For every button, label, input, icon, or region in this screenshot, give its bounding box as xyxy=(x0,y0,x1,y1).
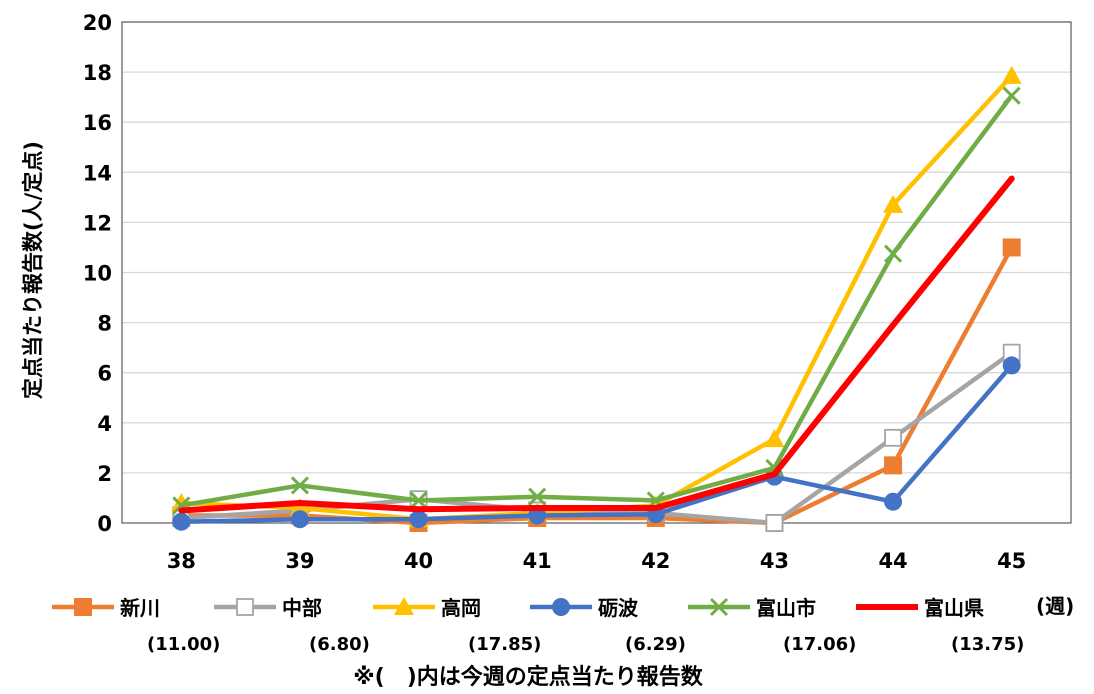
data-point xyxy=(172,512,191,531)
x-tick-label: 41 xyxy=(523,549,552,573)
y-tick-labels: 0 2 4 6 8 10 12 14 16 18 20 xyxy=(83,11,112,536)
data-point xyxy=(884,428,902,447)
data-point xyxy=(1002,356,1021,375)
data-point xyxy=(290,510,309,529)
y-tick-label: 6 xyxy=(97,362,112,386)
legend-label: 富山県 xyxy=(924,596,984,620)
legend-this-week-value: (11.00) xyxy=(147,634,220,655)
y-tick-label: 12 xyxy=(83,211,112,235)
y-tick-label: 2 xyxy=(97,462,112,486)
legend-marker xyxy=(236,598,254,616)
x-tick-label: 39 xyxy=(285,549,314,573)
x-tick-label: 43 xyxy=(760,549,789,573)
series-富山県 xyxy=(178,175,1015,514)
series-line xyxy=(179,93,1014,508)
y-tick-label: 18 xyxy=(83,61,112,85)
data-point xyxy=(764,429,785,448)
legend: 新川 (11.00) 中部 (6.80) 高岡 (17.85) 砺波 (6.29) 富山市 (17… xyxy=(52,596,1024,655)
data-point xyxy=(883,194,904,213)
series-line xyxy=(179,363,1014,524)
data-point xyxy=(528,487,547,506)
data-point xyxy=(1001,65,1022,84)
y-tick-label: 16 xyxy=(83,111,112,135)
legend-item: 富山市 (17.06) xyxy=(688,596,856,655)
legend-marker xyxy=(552,598,570,616)
legend-marker xyxy=(709,597,729,617)
y-tick-label: 4 xyxy=(97,412,112,436)
x-axis-unit-label: (週) xyxy=(1036,594,1074,618)
data-point xyxy=(884,244,903,263)
data-point xyxy=(409,491,428,510)
legend-label: 富山市 xyxy=(756,596,816,620)
legend-label: 砺波 xyxy=(598,596,639,620)
legend-item: 新川 (11.00) xyxy=(52,596,220,655)
y-axis-label: 定点当たり報告数(人/定点) xyxy=(21,141,45,399)
data-point xyxy=(409,510,428,529)
x-tick-label: 40 xyxy=(404,549,433,573)
data-point xyxy=(765,514,784,532)
legend-label: 高岡 xyxy=(441,596,481,620)
y-tick-label: 10 xyxy=(83,262,112,286)
legend-this-week-value: (6.80) xyxy=(309,634,370,655)
legend-label: 新川 xyxy=(120,596,160,620)
data-point xyxy=(884,456,903,475)
data-point xyxy=(290,476,309,495)
footnote: ※( )内は今週の定点当たり報告数 xyxy=(353,664,703,690)
legend-marker xyxy=(74,598,92,616)
legend-this-week-value: (6.29) xyxy=(625,634,686,655)
series-富山市 xyxy=(172,86,1021,515)
y-tick-label: 8 xyxy=(97,312,112,336)
legend-item: 中部 (6.80) xyxy=(214,596,370,655)
legend-this-week-value: (17.85) xyxy=(468,634,541,655)
legend-item: 高岡 (17.85) xyxy=(373,596,541,655)
x-tick-label: 38 xyxy=(167,549,196,573)
data-point xyxy=(1002,238,1021,257)
x-tick-label: 45 xyxy=(997,549,1026,573)
series-group xyxy=(171,65,1022,532)
data-point xyxy=(884,492,903,511)
x-tick-labels: 38 39 40 41 42 43 44 45 xyxy=(167,549,1027,573)
grid-lines xyxy=(122,21,1071,474)
x-tick-label: 42 xyxy=(641,549,670,573)
data-point xyxy=(289,497,310,516)
series-line xyxy=(179,245,1014,526)
data-point xyxy=(1002,86,1021,105)
legend-marker xyxy=(394,597,414,615)
plot-frame xyxy=(121,21,1072,524)
series-新川 xyxy=(172,238,1021,532)
legend-item: 砺波 (6.29) xyxy=(530,596,686,655)
series-line xyxy=(179,73,1014,522)
y-tick-label: 14 xyxy=(83,161,112,185)
legend-this-week-value: (13.75) xyxy=(951,634,1024,655)
series-line xyxy=(178,175,1015,514)
y-tick-label: 20 xyxy=(83,11,112,35)
x-tick-label: 44 xyxy=(878,549,907,573)
legend-item: 富山県 (13.75) xyxy=(856,596,1024,655)
y-tick-label: 0 xyxy=(97,512,112,536)
legend-label: 中部 xyxy=(282,596,322,620)
legend-this-week-value: (17.06) xyxy=(783,634,856,655)
axes xyxy=(121,21,1072,524)
